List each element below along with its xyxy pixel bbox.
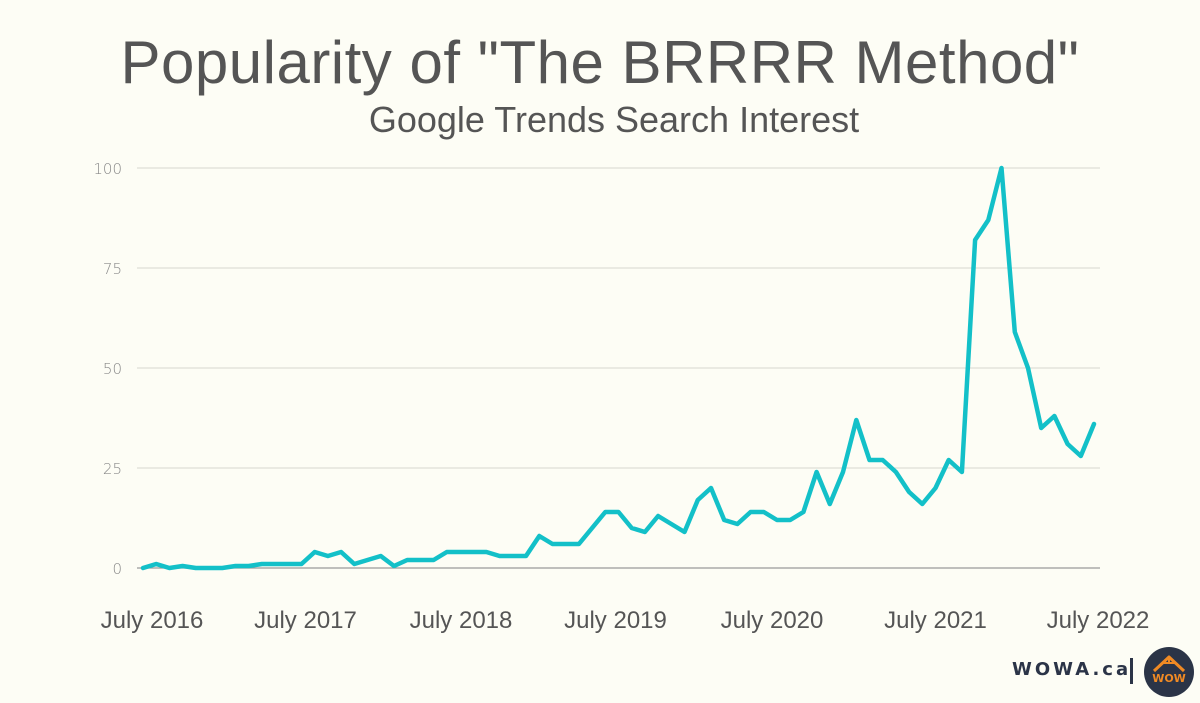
logo-text: WOW (1152, 672, 1186, 685)
x-tick-label: July 2020 (721, 607, 824, 634)
y-tick-label: 50 (103, 360, 122, 378)
brand-divider (1130, 658, 1133, 684)
x-tick-label: July 2016 (101, 607, 204, 634)
y-axis-ticks: 0 25 50 75 100 (93, 160, 122, 578)
house-logo-icon[interactable]: WOW (1144, 647, 1194, 697)
x-tick-label: July 2019 (564, 607, 667, 634)
x-tick-label: July 2017 (254, 607, 357, 634)
series-line (140, 165, 1097, 571)
chart-subtitle: Google Trends Search Interest (368, 99, 860, 140)
y-tick-label: 25 (103, 460, 122, 478)
gridlines (137, 167, 1100, 569)
y-tick-label: 100 (93, 160, 122, 178)
y-tick-label: 75 (103, 260, 122, 278)
brand-name[interactable]: WOWA.ca (1012, 659, 1132, 680)
x-tick-label: July 2021 (884, 607, 987, 634)
x-axis-ticks: July 2016 July 2017 July 2018 July 2019 July… (101, 607, 1150, 634)
chart-title: Popularity of "The BRRRR Method" (120, 29, 1080, 96)
x-tick-label: July 2018 (410, 607, 513, 634)
y-tick-label: 0 (112, 560, 122, 578)
series-group (140, 165, 1097, 571)
x-tick-label: July 2022 (1047, 607, 1150, 634)
